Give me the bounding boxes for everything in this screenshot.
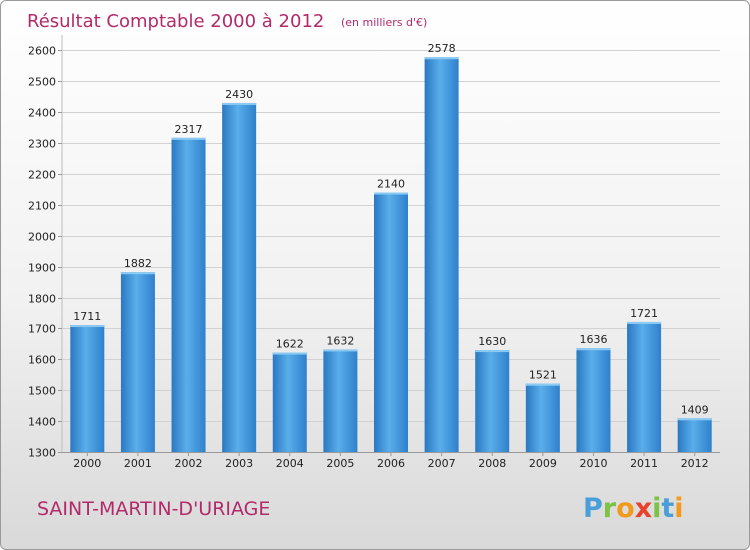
bar-top-highlight bbox=[677, 418, 712, 421]
y-tick-label: 1900 bbox=[28, 262, 56, 275]
y-tick-label: 1400 bbox=[28, 416, 56, 429]
x-axis: 2000 2001 2002 2003 2004 2005 2006 2007 2008 2009… bbox=[73, 452, 709, 470]
bar-2005 bbox=[323, 349, 358, 452]
data-label: 1409 bbox=[681, 403, 709, 416]
bar-2006 bbox=[374, 192, 408, 453]
bar-2003 bbox=[222, 102, 257, 452]
y-tick-label: 2500 bbox=[28, 76, 56, 89]
y-axis: 1300 1400 1500 1600 1700 1800 1900 2000 2100 2200… bbox=[28, 45, 62, 460]
x-tick-label: 2008 bbox=[478, 457, 506, 470]
bar-2012 bbox=[677, 418, 712, 452]
logo-letter: x bbox=[635, 493, 652, 524]
bar-top-highlight bbox=[222, 102, 257, 105]
data-label: 1721 bbox=[630, 307, 658, 320]
bar-top-highlight bbox=[525, 383, 560, 386]
data-label: 1630 bbox=[478, 335, 506, 348]
bar-2011 bbox=[627, 321, 662, 452]
logo-letter: t bbox=[661, 493, 674, 524]
commune-name: SAINT-MARTIN-D'URIAGE bbox=[37, 498, 270, 520]
logo-letter: P bbox=[583, 493, 603, 524]
y-tick-label: 2400 bbox=[28, 107, 56, 120]
x-tick-label: 2003 bbox=[225, 457, 253, 470]
bar-top-highlight bbox=[475, 350, 510, 353]
x-tick-label: 2010 bbox=[579, 457, 607, 470]
x-tick-label: 2011 bbox=[630, 457, 658, 470]
data-label: 2578 bbox=[428, 42, 456, 55]
x-tick-label: 2007 bbox=[428, 457, 456, 470]
bar-2002 bbox=[171, 137, 206, 453]
x-tick-label: 2009 bbox=[529, 457, 557, 470]
x-tick-label: 2006 bbox=[377, 457, 405, 470]
bars: 1711 1882 2317 2430 1622 1632 2140 2578 1630 1521… bbox=[70, 42, 712, 453]
bar-top-highlight bbox=[171, 137, 206, 140]
y-tick-label: 1300 bbox=[28, 447, 56, 460]
x-tick-label: 2001 bbox=[124, 457, 152, 470]
logo-letter: i bbox=[652, 493, 661, 524]
y-tick-label: 1700 bbox=[28, 323, 56, 336]
data-label: 1521 bbox=[529, 369, 557, 382]
x-tick-label: 2002 bbox=[175, 457, 203, 470]
data-label: 1882 bbox=[124, 257, 152, 270]
bar-2007 bbox=[424, 57, 459, 453]
proxiti-logo[interactable]: Proxiti bbox=[583, 493, 684, 524]
data-label: 2140 bbox=[377, 178, 405, 191]
logo-letter: o bbox=[616, 493, 635, 524]
data-label: 2430 bbox=[225, 88, 253, 101]
y-tick-label: 1600 bbox=[28, 354, 56, 367]
data-label: 1622 bbox=[276, 338, 304, 351]
bar-2009 bbox=[525, 383, 560, 452]
y-tick-label: 1800 bbox=[28, 293, 56, 306]
y-tick-label: 2200 bbox=[28, 169, 56, 182]
bar-top-highlight bbox=[70, 325, 105, 328]
x-tick-label: 2004 bbox=[276, 457, 304, 470]
bar-top-highlight bbox=[120, 272, 155, 275]
bar-2001 bbox=[120, 272, 155, 452]
logo-letter: i bbox=[674, 493, 683, 524]
bar-2008 bbox=[475, 350, 510, 452]
data-label: 1711 bbox=[73, 310, 101, 323]
bar-top-highlight bbox=[576, 348, 611, 351]
data-label: 2317 bbox=[175, 123, 203, 136]
y-tick-label: 1500 bbox=[28, 385, 56, 398]
bar-2004 bbox=[272, 352, 307, 452]
x-tick-label: 2000 bbox=[73, 457, 101, 470]
y-tick-label: 2100 bbox=[28, 200, 56, 213]
data-label: 1632 bbox=[326, 334, 354, 347]
logo-letter: r bbox=[603, 493, 617, 524]
data-label: 1636 bbox=[579, 333, 607, 346]
bar-top-highlight bbox=[272, 352, 307, 355]
chart-title: Résultat Comptable 2000 à 2012 bbox=[27, 11, 324, 32]
bar-top-highlight bbox=[374, 192, 408, 195]
y-tick-label: 2600 bbox=[28, 45, 56, 58]
bar-top-highlight bbox=[323, 349, 358, 352]
bar-2010 bbox=[576, 348, 611, 452]
bar-top-highlight bbox=[627, 321, 662, 324]
bar-top-highlight bbox=[424, 57, 459, 60]
x-tick-label: 2012 bbox=[681, 457, 709, 470]
chart-subtitle: (en milliers d'€) bbox=[341, 16, 427, 29]
bar-2000 bbox=[70, 325, 105, 452]
x-tick-label: 2005 bbox=[326, 457, 354, 470]
y-tick-label: 2300 bbox=[28, 138, 56, 151]
y-tick-label: 2000 bbox=[28, 231, 56, 244]
